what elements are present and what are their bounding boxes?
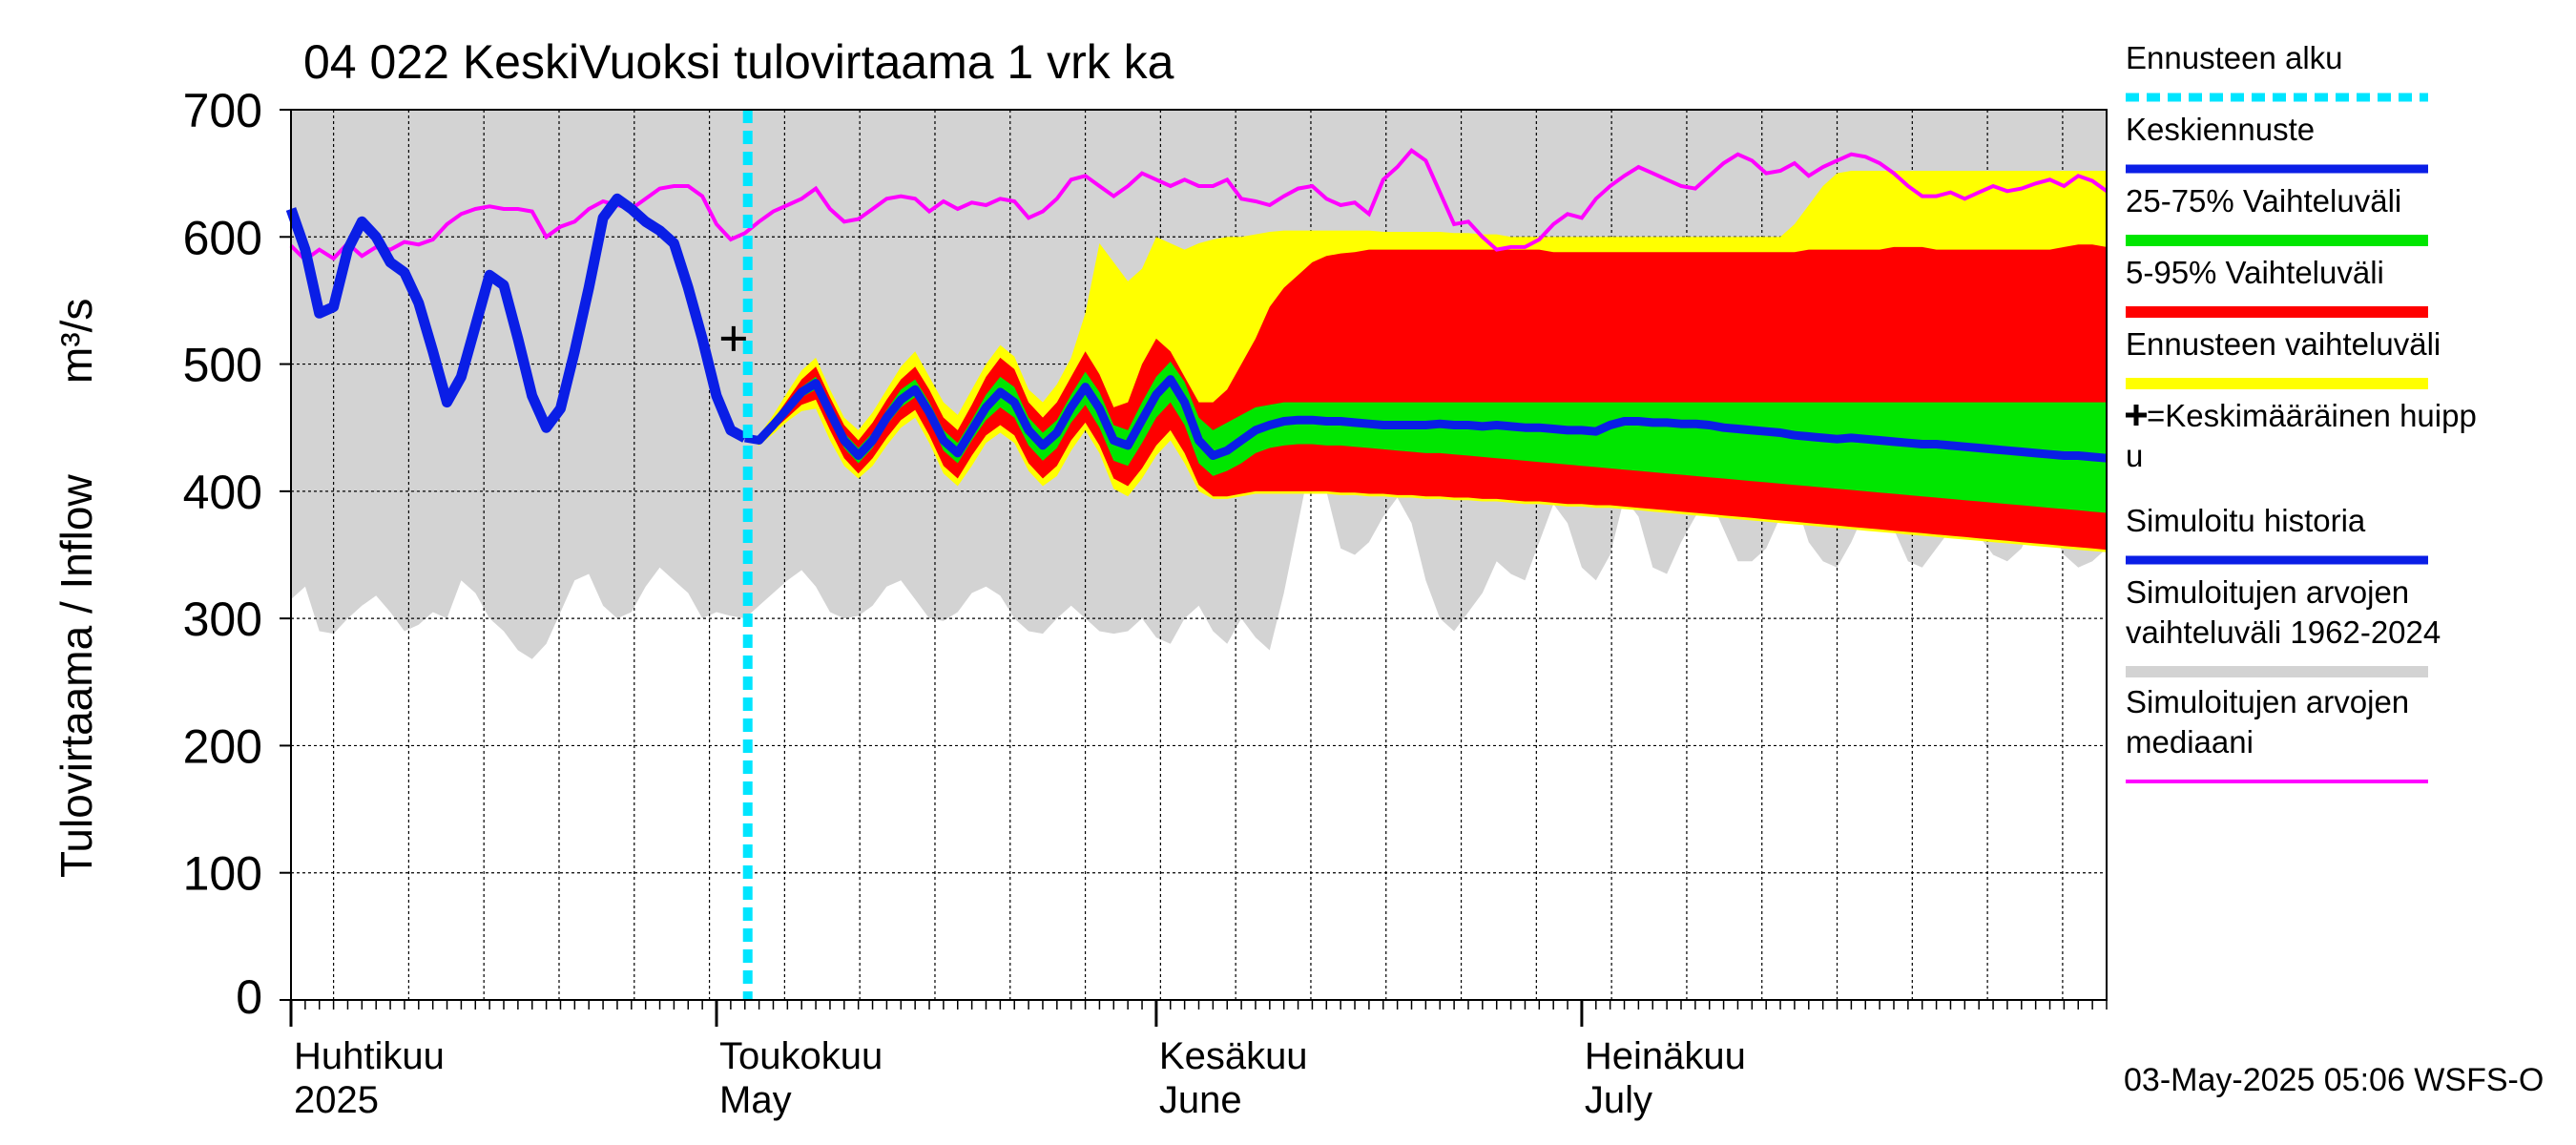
legend-label2-8: mediaani — [2126, 724, 2254, 760]
legend-cross-icon — [2126, 405, 2147, 426]
x-month-label: Kesäkuu — [1159, 1035, 1308, 1077]
y-tick-label: 100 — [183, 847, 262, 901]
x-month-label: Huhtikuu — [294, 1035, 445, 1077]
x-month-sublabel: July — [1585, 1079, 1652, 1121]
legend: Ennusteen alku Keskiennuste 25-75% Vaihtel… — [2126, 40, 2477, 783]
chart-title: 04 022 KeskiVuoksi tulovirtaama 1 vrk ka — [303, 35, 1174, 89]
legend-label-4: Ennusteen vaihteluväli — [2126, 326, 2441, 362]
x-month-sublabel: 2025 — [294, 1079, 379, 1121]
lines-layer — [285, 110, 2109, 1000]
y-axis: 0 100 200 300 400 500 600 700 — [183, 84, 291, 1024]
legend-label-2: 25-75% Vaihteluväli — [2126, 183, 2401, 219]
x-month-label: Toukokuu — [719, 1035, 883, 1077]
band-25-75 — [744, 361, 2107, 513]
y-tick-label: 700 — [183, 84, 262, 137]
y-tick-label: 300 — [183, 593, 262, 646]
mean-forecast-line — [744, 375, 2108, 463]
y-axis-unit: m³/s — [52, 299, 101, 384]
forecast-bands-layer — [744, 171, 2107, 552]
x-month-sublabel: May — [719, 1079, 792, 1121]
y-tick-label: 500 — [183, 339, 262, 392]
legend-label-7: Simuloitujen arvojen — [2126, 574, 2409, 610]
y-tick-label: 200 — [183, 719, 262, 773]
x-month-label: Heinäkuu — [1585, 1035, 1746, 1077]
y-tick-label: 400 — [183, 466, 262, 519]
y-axis-label: Tulovirtaama / Inflow — [52, 474, 101, 878]
legend-label-6: Simuloitu historia — [2126, 503, 2366, 538]
legend-label-3: 5-95% Vaihteluväli — [2126, 255, 2384, 290]
legend-label2-7: vaihteluväli 1962-2024 — [2126, 614, 2441, 650]
simulated-history-line — [285, 193, 748, 443]
legend-label-5: =Keskimääräinen huipp — [2147, 398, 2477, 433]
legend-label2-5: u — [2126, 438, 2143, 473]
timestamp: 03-May-2025 05:06 WSFS-O — [2124, 1062, 2544, 1098]
y-tick-label: 600 — [183, 211, 262, 264]
plot-area — [285, 110, 2109, 1000]
x-month-sublabel: June — [1159, 1079, 1242, 1121]
legend-label-0: Ennusteen alku — [2126, 40, 2343, 75]
median-line — [289, 148, 2109, 262]
legend-label-1: Keskiennuste — [2126, 112, 2315, 147]
legend-label-8: Simuloitujen arvojen — [2126, 684, 2409, 719]
y-tick-label: 0 — [236, 970, 262, 1024]
mean-peak-marker — [720, 325, 746, 351]
